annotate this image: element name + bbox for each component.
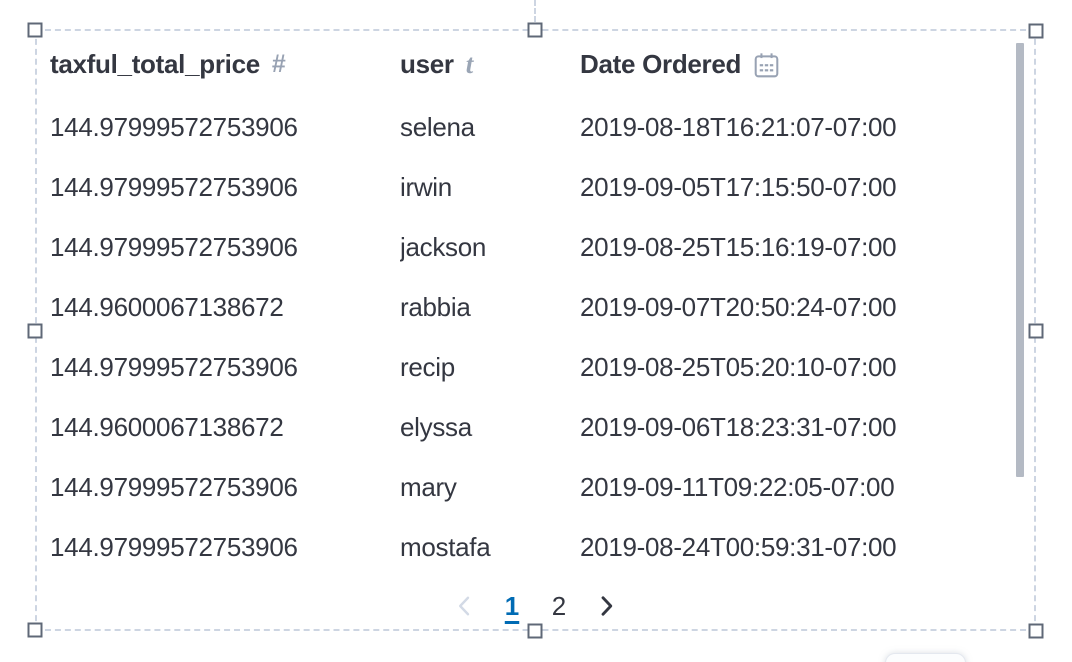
- resize-handle-left-middle[interactable]: [27, 323, 43, 339]
- selection-guide-line: [534, 0, 536, 22]
- table-row: 144.97999572753906 mostafa 2019-08-24T00:5…: [50, 517, 1034, 577]
- table-row: 144.9600067138672 rabbia 2019-09-07T20:50:…: [50, 277, 1034, 337]
- column-header-label: user: [400, 48, 454, 79]
- table-cell: 2019-09-11T09:22:05-07:00: [580, 471, 895, 502]
- table-cell: 2019-08-25T05:20:10-07:00: [580, 351, 897, 382]
- table-cell: elyssa: [400, 411, 472, 442]
- table-cell: 144.9600067138672: [50, 411, 284, 442]
- table-cell: rabbia: [400, 291, 471, 322]
- table-row: 144.97999572753906 jackson 2019-08-25T15:1…: [50, 217, 1034, 277]
- calendar-icon: [754, 52, 779, 77]
- table-cell: 144.9600067138672: [50, 291, 284, 322]
- table-cell: 2019-08-24T00:59:31-07:00: [580, 531, 897, 562]
- table-cell: 144.97999572753906: [50, 171, 298, 202]
- table-cell: 2019-09-07T20:50:24-07:00: [580, 291, 897, 322]
- vertical-scrollbar-thumb[interactable]: [1016, 43, 1024, 477]
- pagination-page-2[interactable]: 2: [543, 585, 576, 627]
- table-cell: jackson: [400, 231, 487, 262]
- table-cell: 2019-08-18T16:21:07-07:00: [580, 111, 897, 142]
- table-header-row: taxful_total_price # user t Date Ordered: [50, 31, 1034, 97]
- column-header-string[interactable]: user t: [400, 31, 580, 97]
- table-body: 144.97999572753906 selena 2019-08-18T16:21…: [50, 97, 1034, 577]
- table-row: 144.9600067138672 elyssa 2019-09-06T18:23:…: [50, 397, 1034, 457]
- table-row: 144.97999572753906 mary 2019-09-11T09:22:0…: [50, 457, 1034, 517]
- column-header-label: Date Ordered: [580, 48, 742, 79]
- table-cell: selena: [400, 111, 475, 142]
- table-cell: mostafa: [400, 531, 491, 562]
- panel-selection-outline: taxful_total_price # user t Date Ordered 144…: [35, 29, 1036, 631]
- floating-control-partial[interactable]: [885, 653, 966, 662]
- table-cell: mary: [400, 471, 457, 502]
- resize-handle-top-left[interactable]: [27, 22, 43, 38]
- pagination-prev-button[interactable]: [449, 585, 482, 627]
- table-cell: 144.97999572753906: [50, 231, 298, 262]
- table-cell: 2019-08-25T15:16:19-07:00: [580, 231, 897, 262]
- table-cell: 2019-09-05T17:15:50-07:00: [580, 171, 897, 202]
- resize-handle-bottom-middle[interactable]: [527, 623, 543, 639]
- table-cell: 144.97999572753906: [50, 531, 298, 562]
- column-header-date[interactable]: Date Ordered: [580, 31, 1034, 97]
- table-row: 144.97999572753906 irwin 2019-09-05T17:15:…: [50, 157, 1034, 217]
- resize-handle-top-middle[interactable]: [527, 22, 543, 38]
- table-row: 144.97999572753906 selena 2019-08-18T16:21…: [50, 97, 1034, 157]
- pagination-next-button[interactable]: [590, 585, 623, 627]
- hash-number-icon: #: [271, 49, 286, 78]
- column-header-number[interactable]: taxful_total_price #: [50, 31, 400, 97]
- table-cell: 2019-09-06T18:23:31-07:00: [580, 411, 897, 442]
- table-row: 144.97999572753906 recip 2019-08-25T05:20:…: [50, 337, 1034, 397]
- pagination-page-1[interactable]: 1: [496, 585, 529, 627]
- resize-handle-right-middle[interactable]: [1028, 323, 1044, 339]
- table-cell: irwin: [400, 171, 452, 202]
- table-cell: 144.97999572753906: [50, 351, 298, 382]
- table-cell: 144.97999572753906: [50, 471, 298, 502]
- chevron-left-icon: [459, 596, 470, 616]
- column-header-label: taxful_total_price: [50, 48, 260, 79]
- resize-handle-bottom-left[interactable]: [27, 622, 43, 638]
- string-type-icon: t: [465, 48, 474, 79]
- chevron-right-icon: [601, 596, 613, 616]
- data-table-panel: taxful_total_price # user t Date Ordered 144…: [37, 31, 1034, 629]
- resize-handle-top-right[interactable]: [1028, 23, 1044, 39]
- resize-handle-bottom-right[interactable]: [1028, 623, 1044, 639]
- table-cell: recip: [400, 351, 455, 382]
- table-cell: 144.97999572753906: [50, 111, 298, 142]
